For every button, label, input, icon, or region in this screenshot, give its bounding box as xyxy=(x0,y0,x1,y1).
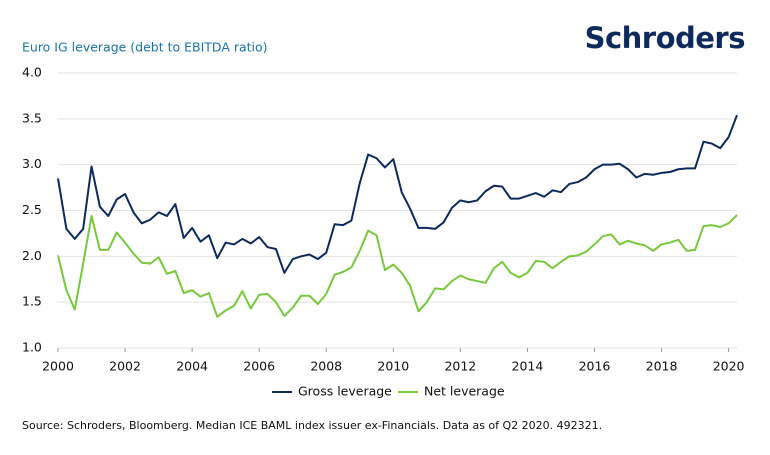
source-note: Source: Schroders, Bloomberg. Median ICE… xyxy=(22,419,602,432)
legend-label: Gross leverage xyxy=(298,384,392,399)
y-tick-label: 2.5 xyxy=(22,202,42,217)
chart-title: Euro IG leverage (debt to EBITDA ratio) xyxy=(22,40,268,55)
x-tick-label: 2004 xyxy=(176,359,208,374)
series-line xyxy=(57,214,738,318)
y-tick-label: 3.0 xyxy=(22,156,42,171)
x-tick-label: 2012 xyxy=(444,359,476,374)
x-tick-label: 2008 xyxy=(310,359,342,374)
x-tick-label: 2000 xyxy=(42,359,74,374)
x-tick-label: 2010 xyxy=(377,359,409,374)
legend-label: Net leverage xyxy=(424,384,505,399)
x-tick-label: 2002 xyxy=(109,359,141,374)
x-tick-label: 2014 xyxy=(512,359,544,374)
x-tick-label: 2016 xyxy=(579,359,611,374)
x-tick-label: 2006 xyxy=(243,359,275,374)
y-tick-label: 1.5 xyxy=(22,294,42,309)
x-tick-label: 2018 xyxy=(646,359,678,374)
y-tick-label: 2.0 xyxy=(22,248,42,263)
brand-logo: Schroders xyxy=(585,21,745,55)
series-line xyxy=(57,114,738,274)
y-tick-label: 3.5 xyxy=(22,110,42,125)
x-tick-label: 2020 xyxy=(713,359,745,374)
y-tick-label: 1.0 xyxy=(22,340,42,355)
y-tick-label: 4.0 xyxy=(22,65,42,80)
